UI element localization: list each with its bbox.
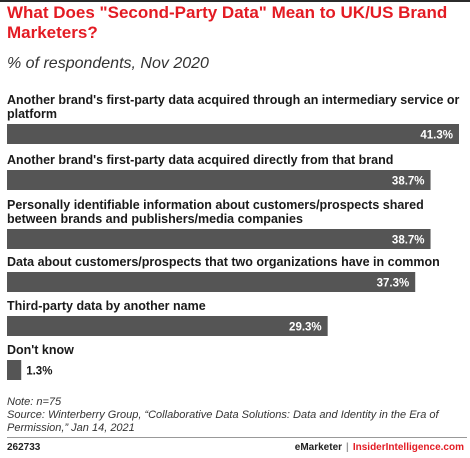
bar-value-label: 38.7%	[392, 235, 425, 247]
bar-category-label: Don't know	[7, 343, 74, 357]
brand-separator: |	[346, 442, 349, 453]
bar	[7, 360, 22, 380]
brand-insider-intelligence: InsiderIntelligence.com	[352, 442, 464, 453]
bar-category-label: Personally identifiable information abou…	[7, 198, 424, 226]
bar-category-label: Third-party data by another name	[7, 299, 206, 313]
footer-brand: eMarketer | InsiderIntelligence.com	[295, 442, 464, 453]
bar-value-label: 29.3%	[289, 322, 322, 334]
footer-divider	[7, 437, 467, 438]
bar	[7, 316, 328, 336]
bar	[7, 229, 431, 249]
chart-id: 262733	[7, 442, 41, 453]
bar-value-label: 38.7%	[392, 176, 425, 188]
chart-subtitle: % of respondents, Nov 2020	[7, 55, 209, 72]
bar	[7, 124, 459, 144]
bar-category-label: Another brand's first-party data acquire…	[7, 153, 393, 167]
bar-category-label: Data about customers/prospects that two …	[7, 255, 440, 269]
bar	[7, 272, 416, 292]
chart-source: Source: Winterberry Group, “Collaborativ…	[7, 409, 439, 434]
bar-value-label: 1.3%	[26, 366, 52, 378]
bar-value-label: 37.3%	[377, 278, 410, 290]
bar	[7, 170, 431, 190]
top-rule	[0, 0, 470, 2]
bar-category-label: Another brand's first-party data acquire…	[7, 93, 460, 121]
brand-emarketer: eMarketer	[294, 442, 343, 453]
chart-title: What Does "Second-Party Data" Mean to UK…	[7, 3, 448, 42]
chart-note: Note: n=75	[7, 396, 62, 408]
bar-value-label: 41.3%	[420, 130, 453, 142]
